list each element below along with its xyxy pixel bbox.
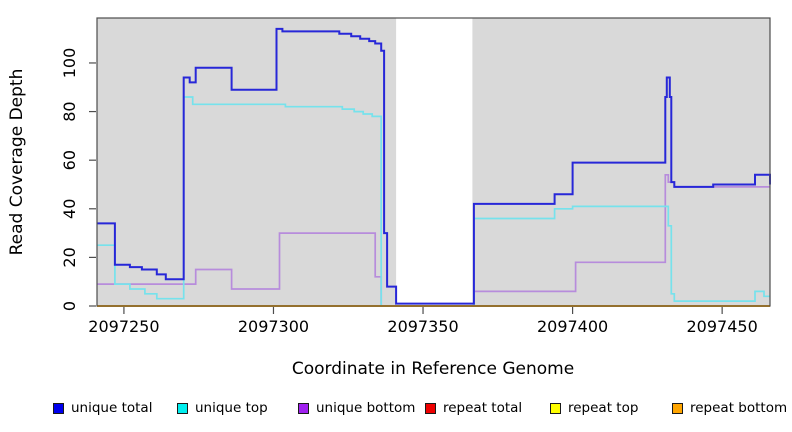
legend-item-unique-top: unique top [177, 396, 268, 420]
x-tick-label: 2097250 [88, 317, 159, 336]
y-tick-label: 80 [60, 101, 79, 121]
chart-legend: unique total unique top unique bottom repea… [0, 396, 792, 422]
legend-item-repeat-bottom: repeat bottom [672, 396, 787, 420]
legend-label: repeat top [568, 400, 639, 416]
x-tick-label: 2097400 [537, 317, 608, 336]
x-tick-label: 2097450 [687, 317, 758, 336]
plot-border [96, 17, 771, 307]
legend-label: unique top [195, 400, 268, 416]
legend-swatch-repeat-top [550, 402, 561, 414]
x-axis-title: Coordinate in Reference Genome [291, 359, 575, 379]
legend-item-repeat-top: repeat top [550, 396, 638, 420]
x-tick-label: 2097300 [238, 317, 309, 336]
coverage-gap-region [396, 18, 473, 306]
legend-item-unique-total: unique total [53, 396, 152, 420]
legend-item-repeat-total: repeat total [425, 396, 522, 420]
y-axis-title: Read Coverage Depth [7, 68, 27, 256]
legend-swatch-unique-total [53, 402, 64, 414]
legend-item-unique-bottom: unique bottom [298, 396, 415, 420]
y-tick-label: 100 [60, 48, 79, 79]
series-unique-total [97, 27, 771, 305]
legend-label: unique bottom [316, 400, 416, 416]
legend-label: repeat bottom [690, 400, 788, 416]
y-tick-label: 60 [60, 150, 79, 170]
y-tick-label: 0 [60, 301, 79, 311]
coverage-chart-canvas: 2097250 2097300 2097350 2097400 2097450 0 20 40… [60, 17, 771, 336]
legend-swatch-repeat-bottom [672, 402, 683, 414]
series-unique-top [97, 96, 770, 307]
legend-swatch-unique-bottom [298, 402, 309, 414]
legend-swatch-unique-top [177, 402, 188, 414]
legend-label: unique total [71, 400, 153, 416]
legend-swatch-repeat-total [425, 402, 436, 414]
y-tick-label: 20 [60, 247, 79, 267]
legend-label: repeat total [443, 400, 523, 416]
x-tick-label: 2097350 [387, 317, 458, 336]
y-tick-label: 40 [60, 199, 79, 219]
